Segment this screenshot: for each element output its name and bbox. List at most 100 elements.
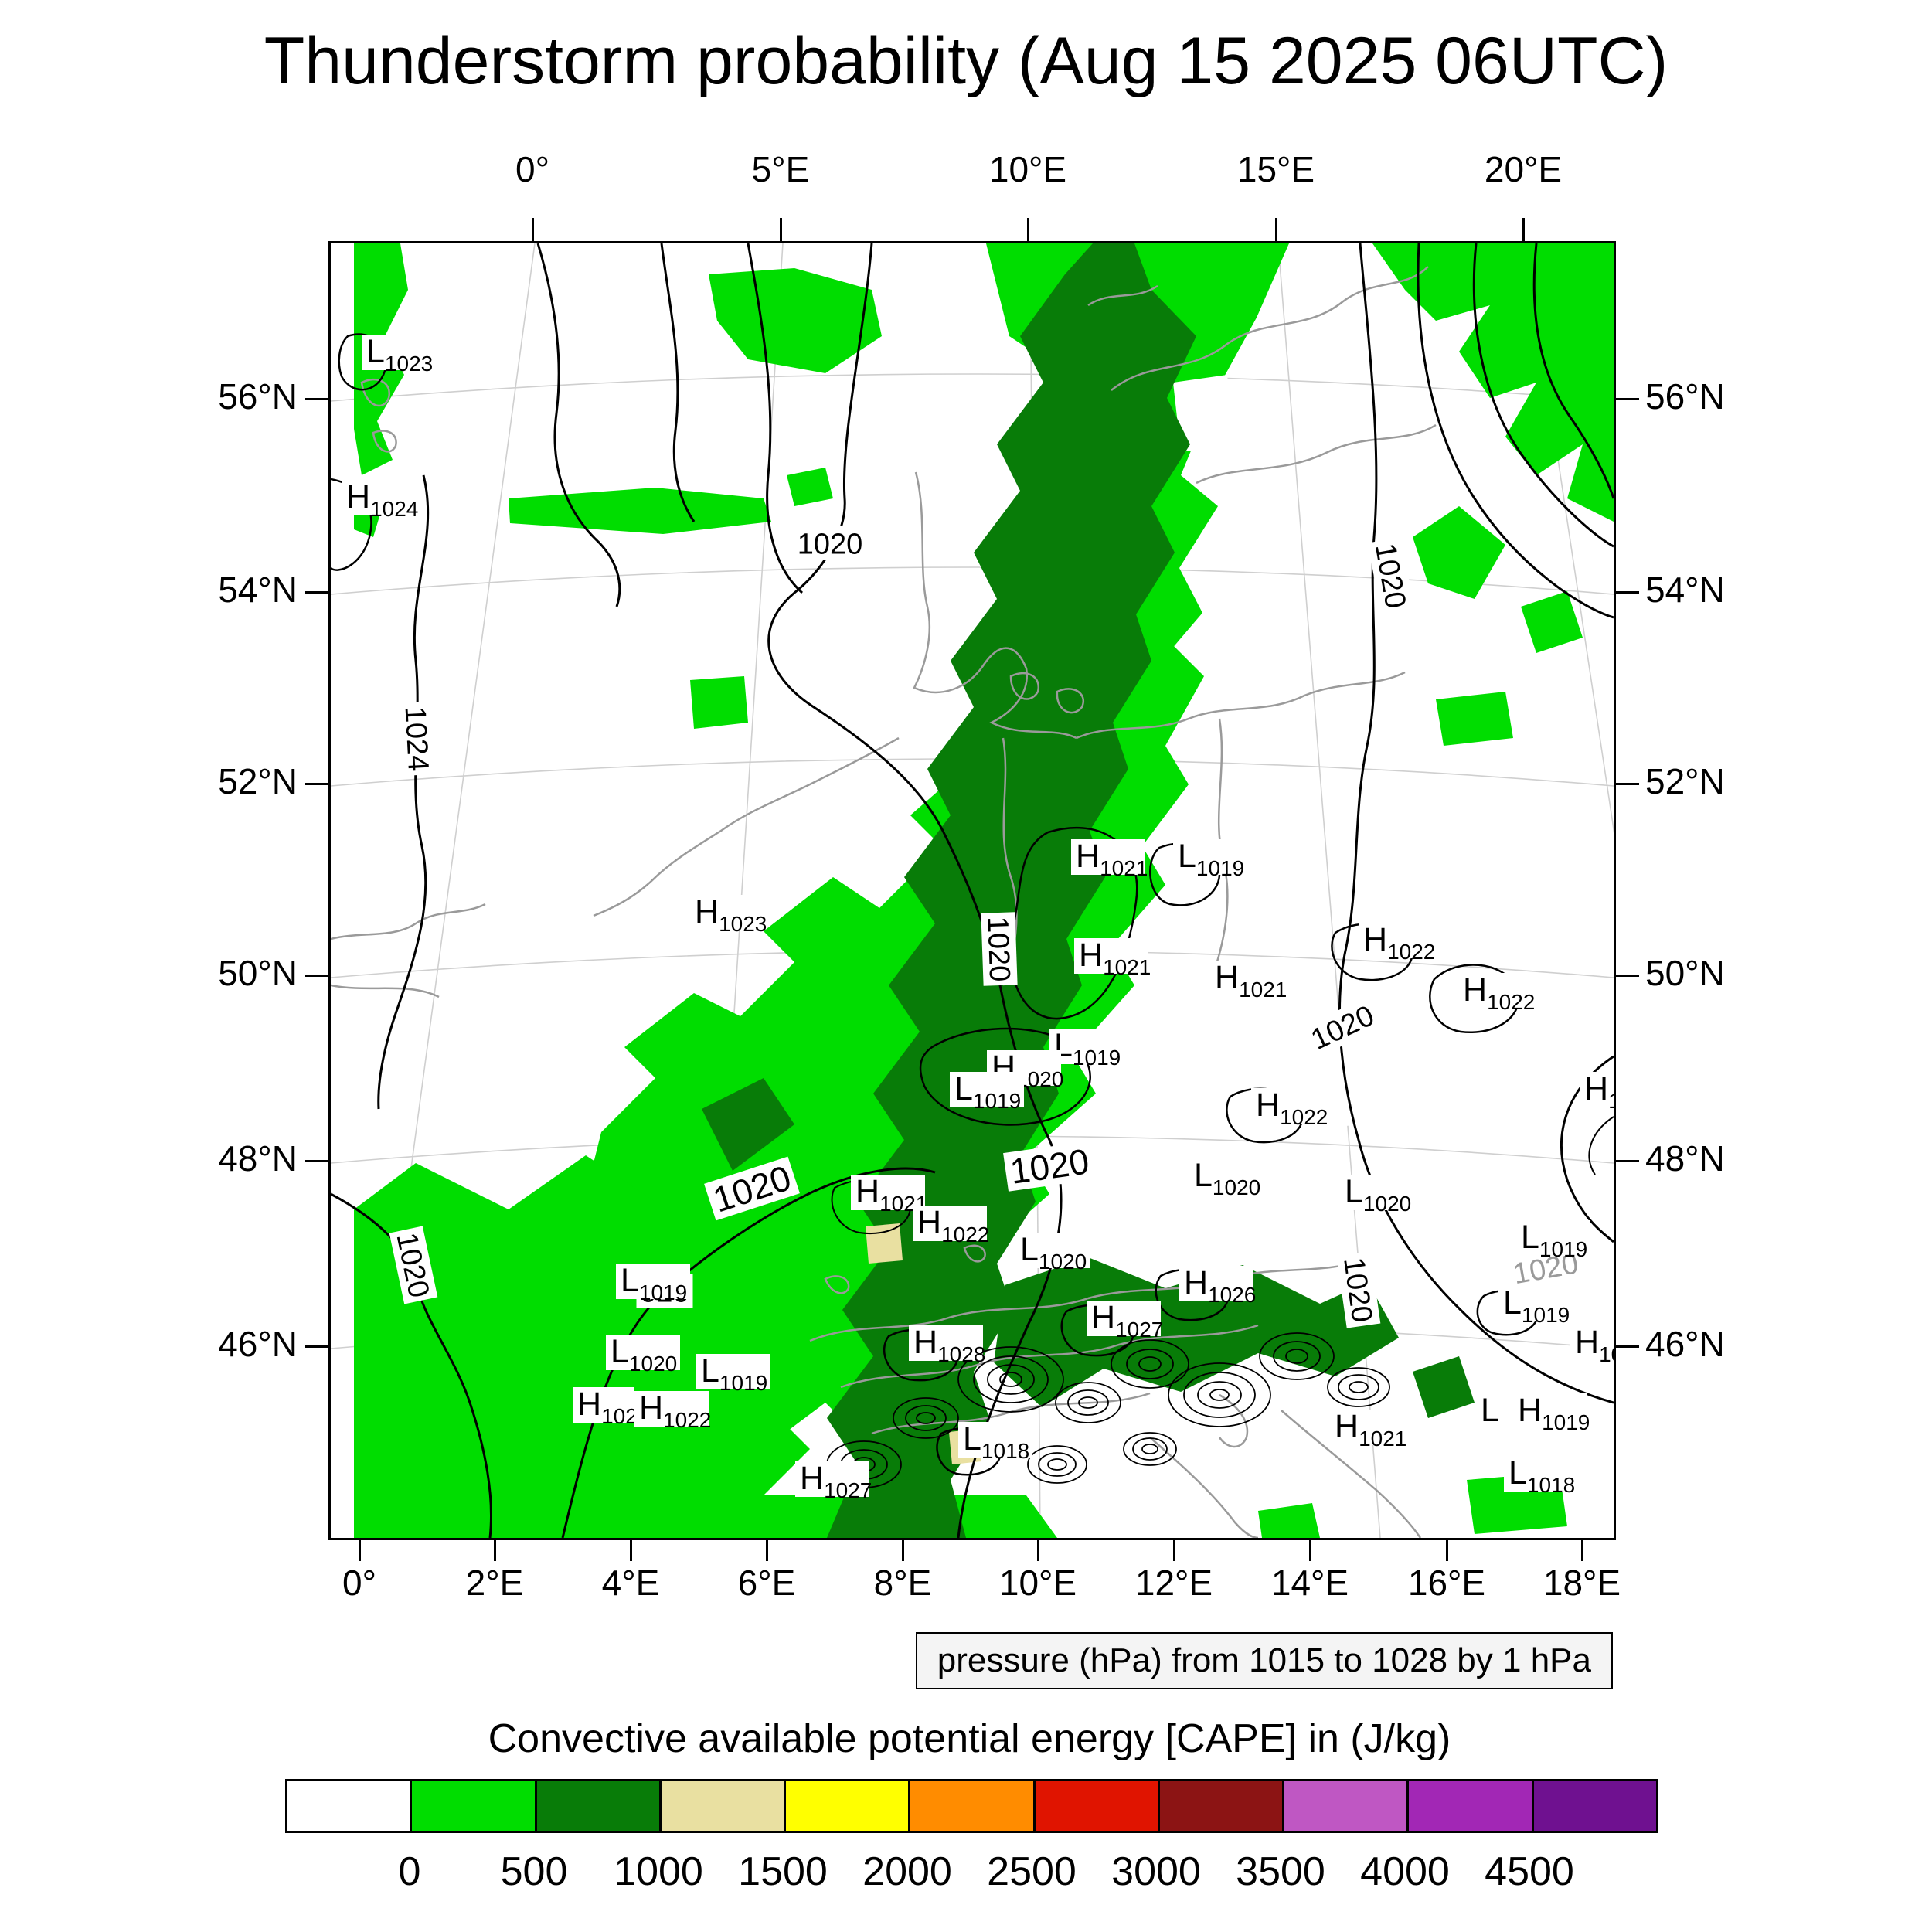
- pressure-center-box: [342, 480, 416, 515]
- pressure-center-box: [1570, 1325, 1614, 1361]
- contour-label-text: 1020: [981, 916, 1015, 982]
- axis-tick-right: [1616, 590, 1639, 594]
- pressure-contour: [1429, 964, 1520, 1034]
- axis-label-top: 10°E: [988, 149, 1067, 189]
- terrain-contour-ring: [1078, 1396, 1098, 1409]
- colorbar-cell: [910, 1781, 1036, 1831]
- pressure-center-H: H1028: [909, 1324, 985, 1366]
- pressure-center-box: [362, 335, 436, 370]
- axis-label-bottom: 2°E: [465, 1563, 524, 1603]
- cape-region-1000-1500: [866, 1223, 903, 1264]
- pressure-center-H: H1022: [913, 1204, 989, 1247]
- axis-tick-top: [1274, 218, 1277, 241]
- contour-label-box: [981, 912, 1018, 986]
- axis-label-left: 52°N: [218, 761, 298, 801]
- colorbar-cell: [661, 1781, 787, 1831]
- pressure-center-L: L1019: [1498, 1284, 1573, 1327]
- cape-region-0-500: [1258, 1503, 1320, 1538]
- pressure-contour: [1472, 243, 1614, 548]
- axis-tick-left: [305, 397, 328, 400]
- pressure-center-box: [606, 1335, 680, 1370]
- pressure-center-L: L1019: [1173, 838, 1247, 880]
- pressure-center-box: [1071, 839, 1145, 875]
- pressure-center-H: H1023: [690, 893, 767, 936]
- pressure-contour: [747, 243, 803, 594]
- coastline: [360, 378, 391, 407]
- contour-label-box: [389, 1226, 438, 1304]
- pressure-center-box: [1173, 839, 1247, 875]
- colorbar-cell: [1533, 1781, 1656, 1831]
- cape-region-500-1000: [1413, 1356, 1475, 1418]
- pressure-center-box: [1504, 1456, 1578, 1492]
- axis-label-right: 52°N: [1645, 761, 1725, 801]
- coastline: [372, 430, 397, 453]
- terrain-contour-ring: [1067, 1389, 1109, 1416]
- pressure-center-box: [1189, 1158, 1264, 1194]
- cape-region-0-500: [1372, 243, 1614, 522]
- pressure-center-box: [851, 1175, 925, 1210]
- pressure-center-L: L1020: [606, 1333, 680, 1376]
- contour-label-box: [1336, 1251, 1381, 1328]
- pressure-center-box: [1359, 923, 1433, 958]
- axis-label-left: 54°N: [218, 570, 298, 610]
- terrain-contour-ring: [973, 1355, 1049, 1403]
- pressure-center-box: [616, 1264, 690, 1299]
- axis-label-right: 56°N: [1645, 376, 1725, 417]
- pressure-center-H: H1021: [851, 1173, 927, 1216]
- pressure-center-box: [690, 895, 764, 930]
- pressure-contour: [536, 243, 621, 607]
- pressure-contour: [767, 243, 1063, 1538]
- coastline: [1009, 672, 1040, 700]
- pressure-center-text: L1023: [366, 333, 433, 376]
- contour-label-box: [704, 1156, 800, 1221]
- contour-label-box: [794, 526, 866, 560]
- pressure-center-box: [950, 1072, 1024, 1107]
- cape-region-0-500: [1436, 692, 1513, 746]
- pressure-center-H: H1019: [1513, 1392, 1590, 1434]
- coastline: [809, 1258, 1367, 1342]
- pressure-center-box: [1179, 1266, 1253, 1301]
- coastline: [824, 1275, 850, 1294]
- pressure-center-H: H1027: [1087, 1299, 1163, 1342]
- colorbar-caption: Convective available potential energy [C…: [488, 1716, 1451, 1761]
- axis-label-top: 5°E: [751, 149, 810, 189]
- terrain-contour-ring: [1168, 1362, 1271, 1427]
- coastline: [840, 1324, 1259, 1389]
- terrain-contour-ring: [1123, 1432, 1177, 1466]
- terrain-contour-ring: [1138, 1356, 1162, 1372]
- terrain-contour-ring: [987, 1364, 1035, 1395]
- pressure-center-L: L1018: [958, 1420, 1032, 1463]
- colorbar-cell: [1035, 1781, 1160, 1831]
- cape-region-0-500: [787, 468, 833, 506]
- colorbar-cell: [1159, 1781, 1285, 1831]
- pressure-center-L: L1019: [616, 1262, 690, 1304]
- axis-label-top: 0°: [515, 149, 549, 189]
- pressure-center-H: H1022: [1458, 971, 1535, 1014]
- cape-region-500-1000: [994, 1257, 1399, 1407]
- terrain-contour-ring: [999, 1372, 1022, 1387]
- pressure-center-text: H1022: [1463, 971, 1535, 1014]
- axis-tick-left: [305, 1159, 328, 1162]
- contour-label: 1020: [1336, 1251, 1381, 1328]
- colorbar-cell: [536, 1781, 662, 1831]
- colorbar-cell: [1409, 1781, 1534, 1831]
- colorbar-tick-label: 500: [500, 1849, 568, 1894]
- pressure-center-H: H1022: [634, 1389, 711, 1432]
- terrain-contour-ring: [1259, 1332, 1335, 1380]
- pressure-center-box: [1049, 1029, 1124, 1064]
- axis-tick-bottom: [358, 1538, 361, 1561]
- pressure-center-text: L1019: [1521, 1219, 1587, 1261]
- pressure-center-box: [634, 1391, 709, 1427]
- axis-tick-bottom: [629, 1538, 632, 1561]
- cape-region-hole: [1173, 375, 1235, 452]
- axis-label-left: 46°N: [218, 1324, 298, 1364]
- pressure-center-H: H1026: [1179, 1264, 1256, 1307]
- axis-label-left: 48°N: [218, 1138, 298, 1179]
- pressure-center-box: [1513, 1393, 1587, 1429]
- pressure-center-H: H1022: [1359, 921, 1435, 964]
- pressure-center-H: H1027: [795, 1460, 872, 1502]
- pressure-center-box: [1330, 1410, 1404, 1445]
- coastline: [331, 903, 486, 940]
- pressure-contour: [377, 474, 430, 1110]
- axis-tick-bottom: [1036, 1538, 1039, 1561]
